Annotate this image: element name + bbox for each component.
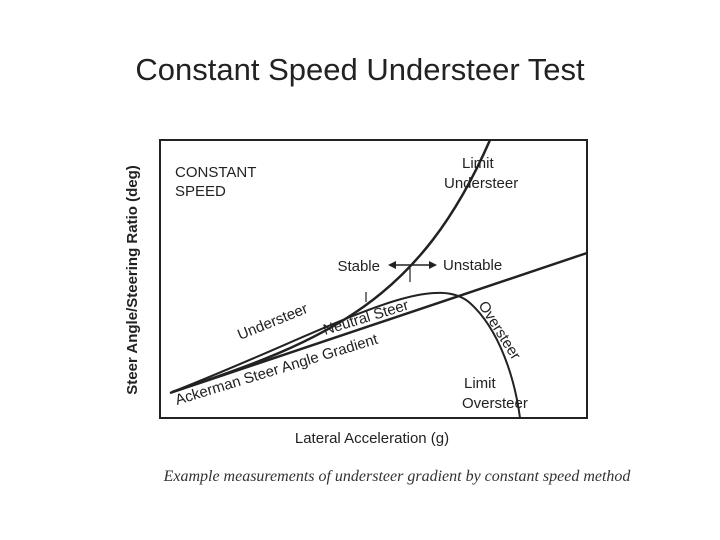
oversteer-label: Oversteer [475, 298, 524, 363]
caption: Example measurements of understeer gradi… [163, 468, 632, 485]
unstable-label: Unstable [443, 257, 502, 274]
ackerman-label: Ackerman Steer Angle Gradient [173, 331, 380, 409]
diagram: Steer Angle/Steering Ratio (deg) Lateral… [124, 139, 588, 447]
oversteer-curve [171, 291, 521, 419]
understeer-curve [171, 139, 492, 394]
x-axis-label: Lateral Acceleration (g) [295, 430, 449, 447]
slide-title: Constant Speed Understeer Test [135, 52, 585, 87]
condition-label: CONSTANT SPEED [175, 164, 256, 200]
understeer-label: Understeer [235, 300, 310, 344]
arrow-head [388, 261, 396, 269]
y-axis-label: Steer Angle/Steering Ratio (deg) [124, 165, 141, 394]
arrow-head [429, 261, 437, 269]
stable-label: Stable [337, 258, 380, 275]
limit-understeer-label: Limit Understeer [444, 155, 518, 192]
frame [159, 139, 588, 419]
limit-oversteer-label: Limit Oversteer [462, 375, 528, 412]
